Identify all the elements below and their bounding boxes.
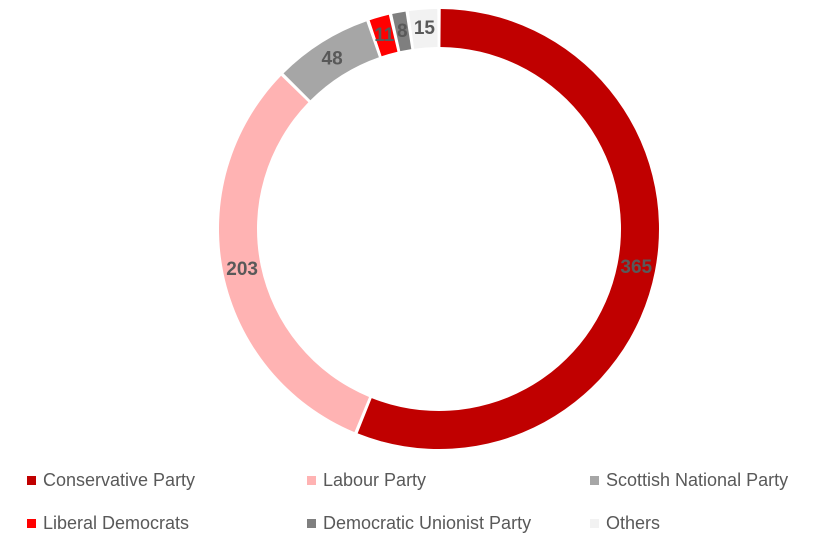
- legend-swatch-conservative: [27, 476, 36, 485]
- legend-swatch-snp: [590, 476, 599, 485]
- slice-others: [408, 9, 438, 49]
- legend-swatch-dup: [307, 519, 316, 528]
- legend-item-labour: Labour Party: [307, 470, 426, 491]
- legend-label-snp: Scottish National Party: [606, 470, 789, 490]
- slices-group: [218, 9, 659, 450]
- legend-swatch-labour: [307, 476, 316, 485]
- data-label-labour-party: 203: [226, 259, 258, 280]
- data-label-democratic-unionist-party: 8: [397, 21, 408, 42]
- data-label-scottish-national-party: 48: [322, 48, 343, 69]
- legend-label-dup: Democratic Unionist Party: [323, 513, 532, 533]
- data-label-others: 15: [414, 18, 436, 39]
- slice-labour-party: [218, 75, 370, 433]
- legend-item-snp: Scottish National Party: [590, 470, 788, 491]
- slice-democratic-unionist-party: [392, 11, 412, 52]
- legend-label-others: Others: [606, 513, 661, 533]
- data-label-liberal-democrats: 11: [374, 25, 395, 46]
- slice-conservative-party: [357, 9, 659, 450]
- legend-label-conservative: Conservative Party: [43, 470, 196, 490]
- legend-item-libdem: Liberal Democrats: [27, 513, 189, 534]
- legend-item-dup: Democratic Unionist Party: [307, 513, 531, 534]
- legend-label-libdem: Liberal Democrats: [43, 513, 190, 533]
- legend-swatch-libdem: [27, 519, 36, 528]
- slice-scottish-national-party: [283, 21, 379, 101]
- slice-liberal-democrats: [369, 14, 398, 57]
- labels-group: 365 203 48 11 8 15: [226, 18, 652, 280]
- legend-item-conservative: Conservative Party: [27, 470, 195, 491]
- legend-item-others: Others: [590, 513, 660, 534]
- legend-swatch-others: [590, 519, 599, 528]
- legend-label-labour: Labour Party: [323, 470, 427, 490]
- data-label-conservative-party: 365: [620, 257, 652, 278]
